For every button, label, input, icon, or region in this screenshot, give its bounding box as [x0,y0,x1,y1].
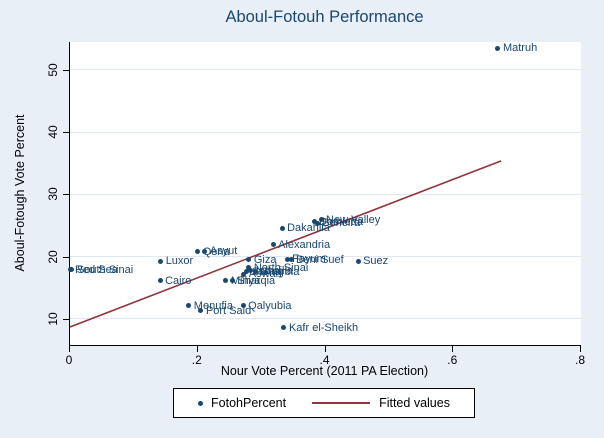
data-point [281,325,287,331]
chart-title: Aboul-Fotouh Performance [225,8,424,26]
y-tick-label: 40 [46,125,60,139]
data-point [284,256,290,262]
y-tick [63,318,69,320]
data-point [288,257,294,263]
data-point [252,269,258,275]
y-tick-label: 30 [46,187,60,202]
data-point [186,303,192,309]
data-point [246,265,252,271]
data-point [244,269,250,275]
data-point [198,308,204,314]
fitted-line [69,160,502,328]
y-tick-label: 10 [46,312,60,326]
y-tick [63,132,69,134]
y-tick-label: 50 [46,63,60,77]
scatter-marker-icon [198,400,204,406]
y-axis-label: Aboul-Fotough Vote Percent [13,114,27,272]
data-point-label: Damietta [319,215,364,228]
data-point-label: Giza [253,253,277,266]
data-point [240,303,246,309]
data-point-label: Luxor [165,255,194,267]
fitted-line-icon [312,402,371,404]
data-point [229,278,235,284]
data-point-label: Fayum [292,253,326,266]
h-gridline [70,131,581,133]
data-point-label: New Valley [326,213,381,226]
data-point-label: Suez [363,255,389,267]
data-point-label: Sohag [251,265,284,278]
data-point-label: Alexandria [278,238,331,251]
h-gridline [70,256,581,258]
data-point [314,220,320,226]
data-point [279,225,285,231]
data-point [355,258,361,264]
data-point-label: Beheira [322,217,361,230]
y-tick-label: 20 [46,249,60,264]
data-point [270,242,276,248]
plot-area: Matruh Red Sea South Sinai Luxor Cairo Qena As… [67,42,581,346]
data-point [158,258,164,264]
data-point-label: South Sinai [76,263,134,276]
data-point [241,271,247,277]
h-gridline [70,318,581,320]
data-point [495,45,501,51]
data-point [318,217,324,223]
x-tick-label: .2 [191,353,202,367]
data-point-label: Qalyubia [248,299,292,312]
x-tick-label: .6 [447,353,458,367]
data-point [248,268,254,274]
y-tick [63,194,69,196]
legend: FotohPercent Fitted values [173,388,475,418]
data-point-label: Red Sea [75,263,118,276]
y-tick [63,256,69,258]
data-point-label: Sharqia [237,274,276,287]
x-tick [196,346,198,352]
data-point-label: Aswan [248,268,282,281]
data-point-label: Matruh [502,42,538,55]
h-gridline [70,69,581,71]
x-tick [69,346,70,352]
data-point [157,278,163,284]
x-tick-label: .4 [319,353,330,367]
x-tick-label: 0 [65,353,73,367]
y-tick [63,69,69,71]
data-point-label: Ismailia [255,264,294,277]
data-point-label: Gharbia [260,265,300,278]
data-point-label: Asyut [209,245,238,258]
data-point-label: Menufia [193,299,233,312]
data-point [223,278,229,284]
x-tick [324,346,326,352]
data-point-label: North Sinai [253,261,309,274]
x-tick-label: .8 [574,353,586,367]
data-point-label: Kafr el-Sheikh [288,321,359,334]
x-axis-label: Nour Vote Percent (2011 PA Election) [220,364,429,378]
data-point-label: Minya [230,274,261,287]
h-gridline [70,193,581,195]
data-point-label: Cairo [165,274,192,287]
data-point [246,257,252,263]
legend-fit-label: Fitted values [379,396,450,410]
data-point-label: Dakahlia [287,222,330,235]
data-point-label: Beni Suef [296,253,344,266]
data-point [69,267,75,273]
legend-series-label: FotohPercent [211,396,287,410]
data-point [202,248,208,254]
x-tick [452,346,454,352]
data-point [195,249,201,255]
data-point-label: Port Said [205,304,252,317]
x-tick [580,346,581,352]
data-point [311,219,317,225]
data-point-label: Qena [202,245,230,258]
